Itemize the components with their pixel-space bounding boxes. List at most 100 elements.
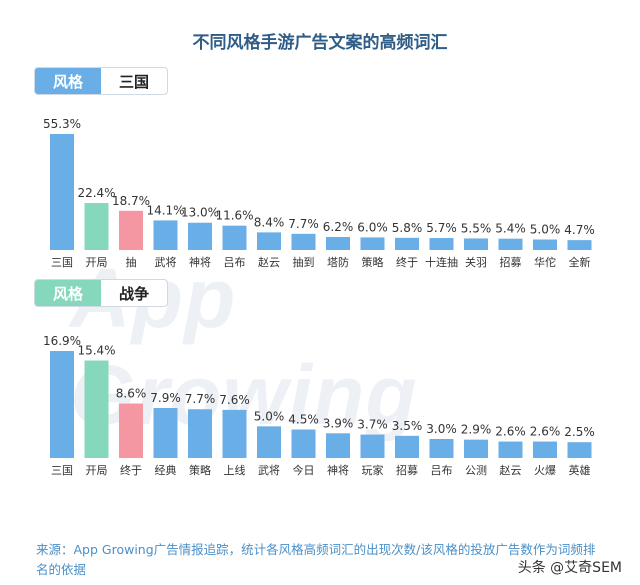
data-label: 4.5% [288, 413, 319, 427]
category-label: 终于 [120, 463, 142, 477]
data-label: 8.6% [116, 387, 147, 401]
category-label: 武将 [155, 256, 177, 269]
data-label: 7.6% [219, 393, 250, 407]
data-label: 7.9% [150, 391, 181, 405]
data-label: 2.6% [495, 425, 526, 439]
data-label: 5.7% [426, 221, 457, 235]
bar [429, 439, 454, 458]
data-label: 5.0% [530, 223, 561, 237]
category-label: 赵云 [258, 255, 280, 269]
category-label: 策略 [189, 463, 211, 477]
category-label: 关羽 [465, 255, 487, 269]
bar [153, 407, 178, 458]
category-label: 英雄 [569, 463, 591, 477]
bar [222, 409, 247, 458]
bar [119, 210, 143, 250]
data-label: 7.7% [288, 217, 319, 231]
bar [360, 237, 385, 250]
data-label: 22.4% [77, 186, 115, 200]
bar [326, 236, 350, 250]
category-label: 经典 [155, 463, 177, 477]
category-label: 开局 [86, 464, 108, 477]
source-note: 来源：App Growing广告情报追踪，统计各风格高频词汇的出现次数/该风格的… [36, 542, 596, 577]
style-tag-key: 风格 [35, 68, 101, 94]
bar [291, 233, 316, 250]
data-label: 5.4% [495, 222, 526, 236]
style-tag-2: 风格 战争 [34, 279, 168, 307]
style-tag-1: 风格 三国 [34, 67, 168, 95]
bar [567, 240, 592, 250]
category-label: 十连抽 [425, 255, 458, 269]
bar [84, 203, 109, 250]
bar [429, 238, 454, 250]
category-label: 神将 [189, 255, 211, 269]
category-label: 塔防 [327, 255, 349, 269]
data-label: 6.2% [323, 220, 354, 234]
category-label: 抽 [126, 255, 137, 269]
category-label: 全新 [569, 255, 591, 269]
data-label: 5.8% [392, 221, 423, 235]
category-label: 抽到 [293, 255, 315, 269]
data-label: 5.0% [254, 409, 285, 423]
category-label: 吕布 [224, 256, 246, 269]
data-label: 7.7% [185, 392, 216, 406]
data-label: 15.4% [77, 343, 115, 357]
category-label: 招募 [500, 255, 522, 269]
bar [567, 442, 592, 458]
bar [326, 433, 350, 458]
bar [119, 403, 143, 458]
data-label: 11.6% [215, 209, 253, 223]
data-label: 18.7% [112, 194, 150, 208]
bar [464, 238, 488, 250]
data-label: 14.1% [146, 203, 184, 217]
bar [84, 360, 109, 458]
bar [533, 441, 557, 458]
data-label: 16.9% [43, 334, 81, 348]
data-label: 55.3% [43, 117, 81, 131]
category-label: 赵云 [500, 463, 522, 477]
bar [222, 225, 247, 250]
category-label: 上线 [224, 463, 246, 477]
data-label: 4.7% [564, 223, 595, 237]
bar [291, 429, 316, 458]
bar [153, 220, 178, 250]
bar [395, 435, 419, 458]
bar [257, 426, 281, 458]
category-label: 华佗 [534, 255, 556, 269]
bar [360, 434, 385, 458]
bar [188, 222, 212, 250]
data-label: 8.4% [254, 215, 285, 229]
category-label: 策略 [362, 255, 384, 269]
category-label: 开局 [86, 256, 108, 269]
chart-title: 不同风格手游广告文案的高频词汇 [192, 33, 448, 53]
data-label: 5.5% [461, 221, 492, 235]
category-label: 神将 [327, 463, 349, 477]
category-label: 三国 [51, 256, 73, 269]
data-label: 2.9% [461, 423, 492, 437]
data-label: 3.5% [392, 419, 423, 433]
category-label: 今日 [293, 463, 315, 477]
category-label: 招募 [396, 463, 418, 477]
bar [464, 439, 488, 458]
category-label: 火爆 [534, 463, 556, 477]
bar [50, 351, 74, 458]
bar [498, 238, 523, 250]
category-label: 公测 [465, 464, 487, 477]
bar [395, 237, 419, 250]
bar [533, 239, 557, 250]
data-label: 2.6% [530, 425, 561, 439]
data-label: 3.9% [323, 416, 354, 430]
category-label: 武将 [258, 464, 280, 477]
bar [498, 441, 523, 458]
data-label: 3.7% [357, 418, 388, 432]
category-label: 玩家 [362, 463, 384, 477]
category-label: 终于 [396, 255, 418, 269]
data-label: 13.0% [181, 206, 219, 220]
data-label: 6.0% [357, 220, 388, 234]
style-tag-value: 三国 [118, 72, 149, 91]
data-label: 2.5% [564, 425, 595, 439]
category-label: 吕布 [431, 464, 453, 477]
bar [188, 409, 212, 458]
bar [257, 232, 281, 250]
